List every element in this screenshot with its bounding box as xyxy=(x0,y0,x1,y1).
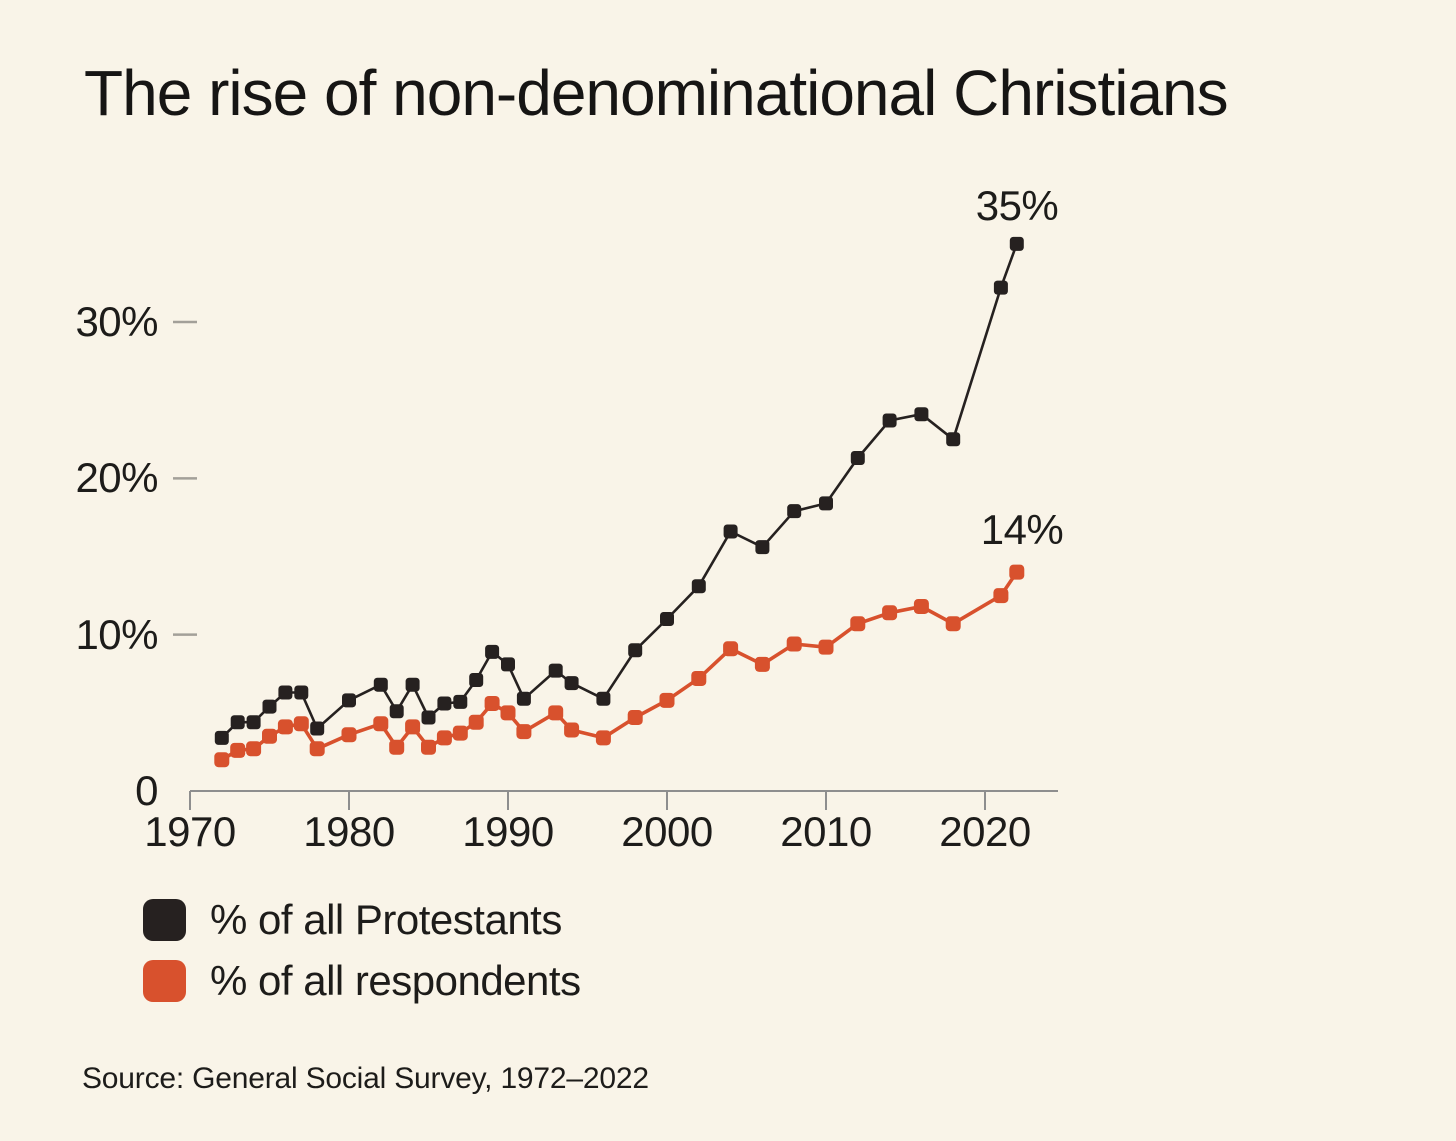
data-point-respondents xyxy=(293,716,309,732)
data-point-respondents xyxy=(373,716,389,732)
series-line-protestants xyxy=(220,243,1019,739)
legend-item-respondents: % of all respondents xyxy=(143,957,581,1005)
data-point-protestants xyxy=(548,663,563,678)
data-point-protestants xyxy=(342,693,356,708)
data-point-respondents xyxy=(627,710,643,726)
data-point-protestants xyxy=(946,432,961,447)
data-point-protestants xyxy=(262,699,277,714)
data-point-respondents xyxy=(516,724,532,740)
data-point-protestants xyxy=(246,715,261,730)
data-point-respondents xyxy=(262,728,277,744)
protestants-end-value-label: 35% xyxy=(975,182,1059,229)
source-note: Source: General Social Survey, 1972–2022 xyxy=(82,1062,649,1095)
data-point-respondents xyxy=(882,605,898,621)
data-point-protestants xyxy=(214,730,229,745)
data-point-respondents xyxy=(484,695,500,711)
legend-label-respondents: % of all respondents xyxy=(210,957,581,1004)
data-point-protestants xyxy=(421,710,436,725)
data-point-respondents xyxy=(945,616,961,632)
legend-item-protestants: % of all Protestants xyxy=(143,896,581,944)
data-point-respondents xyxy=(993,588,1009,604)
data-point-respondents xyxy=(913,599,929,615)
data-point-protestants xyxy=(310,721,325,736)
respondents-swatch-icon xyxy=(143,960,186,1002)
data-point-protestants xyxy=(437,696,452,711)
chart-title: The rise of non-denominational Christian… xyxy=(84,57,1229,129)
data-point-protestants xyxy=(389,704,404,719)
data-point-respondents xyxy=(230,742,246,758)
x-tick-label: 2000 xyxy=(621,808,713,855)
data-point-protestants xyxy=(819,496,833,511)
x-tick-label: 2010 xyxy=(780,808,872,855)
data-point-protestants xyxy=(230,715,245,730)
data-point-protestants xyxy=(723,524,738,539)
data-point-protestants xyxy=(564,676,579,691)
data-point-protestants xyxy=(850,451,865,466)
data-point-protestants xyxy=(485,644,500,659)
data-point-protestants xyxy=(373,677,388,692)
data-point-protestants xyxy=(596,691,611,706)
data-point-respondents xyxy=(421,739,436,755)
data-point-respondents xyxy=(405,719,421,735)
series-line-respondents xyxy=(220,571,1019,762)
data-point-protestants xyxy=(453,694,468,709)
data-point-protestants xyxy=(787,504,802,519)
data-point-protestants xyxy=(405,677,420,692)
data-point-respondents xyxy=(468,714,484,730)
data-point-protestants xyxy=(691,579,706,594)
data-point-protestants xyxy=(755,540,770,555)
x-tick-label: 2020 xyxy=(939,808,1031,855)
data-point-protestants xyxy=(993,280,1008,295)
data-point-respondents xyxy=(850,616,866,632)
data-point-respondents xyxy=(659,692,675,708)
data-point-respondents xyxy=(754,656,770,672)
data-point-respondents xyxy=(595,730,611,746)
y-tick-label: 10% xyxy=(75,610,158,658)
data-point-respondents xyxy=(564,722,580,738)
data-point-respondents xyxy=(548,705,564,721)
data-point-respondents xyxy=(246,741,262,757)
data-point-protestants xyxy=(469,673,484,688)
legend-label-protestants: % of all Protestants xyxy=(210,896,562,943)
data-point-respondents xyxy=(723,641,739,657)
data-point-respondents xyxy=(309,741,325,757)
data-point-protestants xyxy=(882,413,897,428)
data-point-respondents xyxy=(341,727,357,743)
data-point-respondents xyxy=(277,719,293,735)
data-point-protestants xyxy=(1009,236,1024,251)
legend: % of all Protestants % of all respondent… xyxy=(143,896,581,1018)
data-point-respondents xyxy=(691,670,707,686)
x-tick-label: 1990 xyxy=(462,808,554,855)
data-point-respondents xyxy=(500,705,516,721)
data-point-respondents xyxy=(786,636,802,652)
data-point-protestants xyxy=(628,643,643,658)
data-point-protestants xyxy=(914,407,929,422)
data-point-respondents xyxy=(1009,564,1025,580)
data-point-respondents xyxy=(452,725,468,741)
y-tick-label: 20% xyxy=(75,454,158,502)
data-point-respondents xyxy=(389,739,405,755)
data-point-protestants xyxy=(501,657,515,672)
respondents-end-value-label: 14% xyxy=(980,506,1064,553)
data-point-protestants xyxy=(660,612,674,627)
x-tick-label: 1980 xyxy=(303,808,395,855)
data-point-protestants xyxy=(516,691,531,706)
data-point-protestants xyxy=(294,685,309,700)
data-point-respondents xyxy=(214,752,230,768)
y-tick-label: 0 xyxy=(135,767,158,814)
x-tick-label: 1970 xyxy=(144,808,236,855)
data-point-respondents xyxy=(436,730,452,746)
data-point-respondents xyxy=(818,639,834,655)
protestants-swatch-icon xyxy=(143,899,186,941)
y-tick-label: 30% xyxy=(75,298,158,345)
data-point-protestants xyxy=(278,685,293,700)
